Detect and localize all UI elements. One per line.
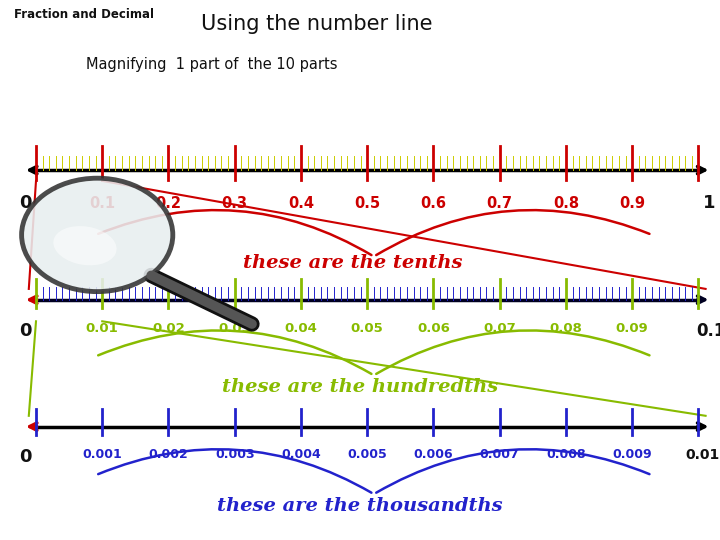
Text: 0.6: 0.6	[420, 196, 446, 211]
Text: 0.06: 0.06	[417, 322, 450, 335]
Text: 0: 0	[19, 322, 32, 340]
Text: 0.03: 0.03	[218, 322, 251, 335]
Text: 0.08: 0.08	[549, 322, 582, 335]
Text: 0.4: 0.4	[288, 196, 314, 211]
Text: 0.002: 0.002	[148, 448, 189, 461]
Text: 0.2: 0.2	[156, 196, 181, 211]
Text: 0.3: 0.3	[222, 196, 248, 211]
Text: 0.7: 0.7	[487, 196, 513, 211]
Text: these are the hundredths: these are the hundredths	[222, 378, 498, 396]
Circle shape	[22, 178, 173, 292]
Text: 0.001: 0.001	[82, 448, 122, 461]
Text: 0.1: 0.1	[89, 196, 115, 211]
Text: 0.09: 0.09	[616, 322, 649, 335]
Text: Magnifying  1 part of  the 10 parts: Magnifying 1 part of the 10 parts	[86, 57, 338, 72]
Text: these are the tenths: these are the tenths	[243, 254, 462, 272]
Text: 0.007: 0.007	[480, 448, 520, 461]
Text: 0.9: 0.9	[619, 196, 645, 211]
Text: 0.006: 0.006	[413, 448, 454, 461]
Text: 0.004: 0.004	[281, 448, 321, 461]
Text: 0.8: 0.8	[553, 196, 579, 211]
Text: 0.07: 0.07	[483, 322, 516, 335]
Text: 0.5: 0.5	[373, 270, 375, 271]
Text: 0.1: 0.1	[697, 322, 720, 340]
Text: 0.02: 0.02	[152, 322, 185, 335]
Text: 0.009: 0.009	[612, 448, 652, 461]
Text: 0.003: 0.003	[215, 448, 255, 461]
Text: 0.01: 0.01	[86, 322, 119, 335]
Ellipse shape	[53, 226, 117, 265]
Text: 0.005: 0.005	[347, 448, 387, 461]
Text: 0.05: 0.05	[351, 322, 384, 335]
Text: 0.04: 0.04	[284, 322, 318, 335]
Text: 0: 0	[19, 448, 32, 466]
Text: these are the thousandths: these are the thousandths	[217, 497, 503, 515]
Text: 0.01: 0.01	[685, 448, 719, 462]
Text: Using the number line: Using the number line	[201, 14, 433, 33]
Text: 0.008: 0.008	[546, 448, 586, 461]
Text: 0.5: 0.5	[354, 196, 380, 211]
Text: 1: 1	[703, 194, 716, 212]
Text: 0: 0	[19, 194, 32, 212]
Text: Fraction and Decimal: Fraction and Decimal	[14, 8, 154, 21]
